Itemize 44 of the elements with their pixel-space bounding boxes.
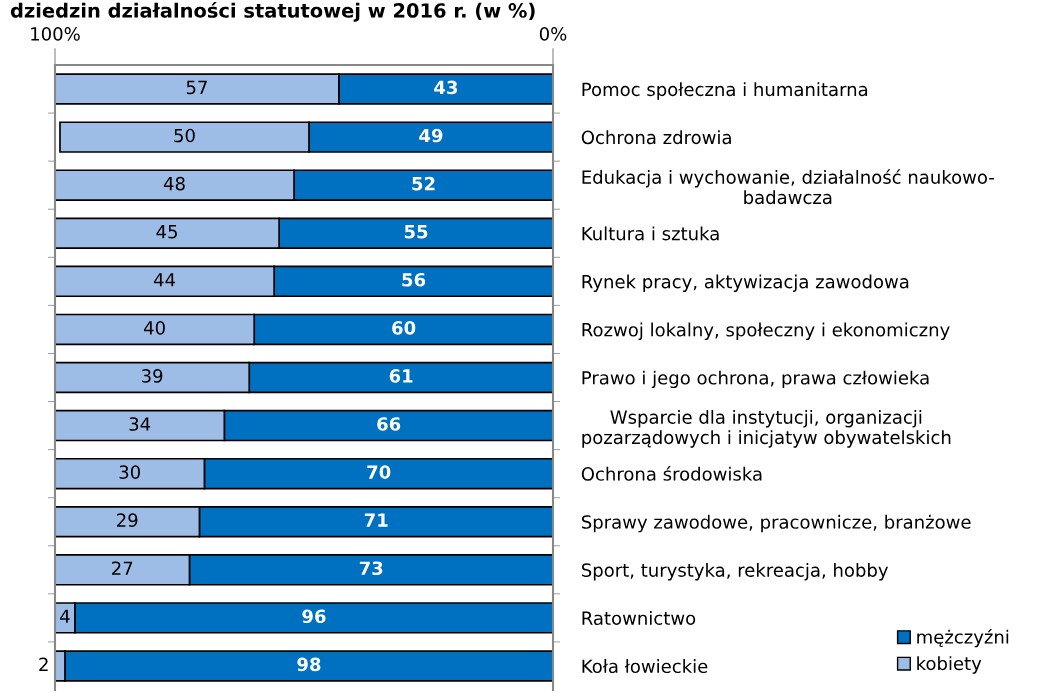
data-label: 60 bbox=[392, 321, 416, 335]
y-tick-label: Koła łowieckie bbox=[582, 659, 708, 674]
legend-label: mężczyźni bbox=[917, 629, 1009, 648]
data-label: 55 bbox=[404, 225, 428, 239]
data-label: 34 bbox=[129, 417, 151, 431]
data-label: 2 bbox=[39, 657, 48, 671]
y-tick-label: Wsparcie dla instytucji, organizacji pozarządowych i inicjatyw obywatelskich bbox=[582, 409, 951, 448]
data-label: 66 bbox=[377, 417, 401, 431]
y-tick-label: Sprawy zawodowe, pracownicze, branżowe bbox=[581, 514, 971, 533]
chart-title: dziedzin działalności statutowej w 2016 r. (w %) bbox=[10, 2, 535, 22]
x-tick-label: 0% bbox=[539, 27, 567, 41]
data-label: 71 bbox=[364, 513, 388, 527]
y-tick-label: Ratownictwo bbox=[582, 611, 696, 625]
data-label: 40 bbox=[144, 321, 165, 335]
data-label: 70 bbox=[367, 465, 391, 479]
data-label: 4 bbox=[60, 609, 70, 623]
y-tick-label: Rozwoj lokalny, społeczny i ekonomiczny bbox=[582, 322, 950, 341]
y-tick-label: Rynek pracy, aktywizacja zawodowa bbox=[582, 274, 909, 292]
data-label: 45 bbox=[156, 225, 177, 239]
y-tick-label: Pomoc społeczna i humanitarna bbox=[582, 82, 868, 100]
data-label: 98 bbox=[297, 657, 321, 672]
data-label: 61 bbox=[389, 369, 413, 383]
y-tick-label: Prawo i jego ochrona, prawa człowieka bbox=[582, 370, 929, 389]
data-label: 43 bbox=[434, 80, 458, 95]
y-tick-label: Sport, turystyka, rekreacja, hobby bbox=[581, 562, 889, 581]
data-label: 44 bbox=[153, 273, 176, 287]
legend-label: kobiety bbox=[917, 656, 982, 674]
data-label: 48 bbox=[163, 176, 185, 191]
data-label: 49 bbox=[419, 128, 443, 143]
data-label: 96 bbox=[302, 609, 326, 624]
data-label: 29 bbox=[117, 513, 138, 527]
data-label: 50 bbox=[174, 128, 195, 143]
y-tick-label: Ochrona środowiska bbox=[581, 466, 762, 481]
y-tick-label: Edukacja i wychowanie, działalność naukowo- badawcza bbox=[582, 169, 994, 205]
x-tick-label: 100% bbox=[31, 27, 80, 41]
y-tick-label: Ochrona zdrowia bbox=[581, 130, 731, 145]
data-label: 27 bbox=[112, 561, 133, 575]
data-label: 73 bbox=[359, 561, 383, 576]
data-label: 56 bbox=[402, 272, 426, 287]
data-label: 39 bbox=[142, 369, 163, 383]
data-label: 52 bbox=[412, 176, 435, 191]
data-label: 57 bbox=[186, 80, 207, 95]
data-label: 30 bbox=[119, 465, 140, 479]
y-tick-label: Kultura i sztuka bbox=[582, 226, 719, 241]
